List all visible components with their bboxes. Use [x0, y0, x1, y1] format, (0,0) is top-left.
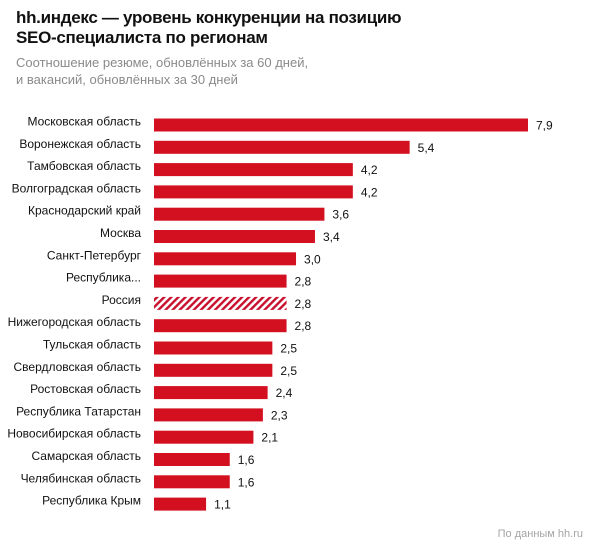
value-label: 2,3	[271, 408, 288, 422]
chart-title-line-1: hh.индекс — уровень конкуренции на позиц…	[16, 8, 402, 27]
bar	[154, 430, 254, 444]
category-label: Челябинская область	[21, 471, 141, 485]
bar	[154, 252, 297, 266]
category-label: Республика Крым	[42, 494, 141, 508]
value-label: 2,8	[295, 319, 312, 333]
bar	[154, 230, 315, 243]
chart-title-line-2: SEO-специалиста по регионам	[16, 28, 268, 47]
value-label: 4,2	[361, 185, 378, 199]
category-label: Россия	[102, 293, 141, 307]
chart-subtitle-line-2: и вакансий, обновлённых за 30 дней	[16, 72, 238, 87]
source-note: По данным hh.ru	[497, 528, 583, 540]
chart-subtitle-line-1: Соотношение резюме, обновлённых за 60 дн…	[16, 55, 309, 70]
bar	[154, 118, 528, 132]
category-label: Новосибирская область	[7, 427, 141, 441]
category-label: Самарская область	[31, 449, 141, 463]
category-label: Республика Татарстан	[16, 404, 141, 418]
bar	[154, 207, 325, 221]
category-label: Воронежская область	[19, 137, 141, 151]
value-label: 3,6	[332, 208, 349, 222]
value-label: 5,4	[418, 141, 435, 155]
value-label: 2,4	[276, 386, 293, 400]
value-label: 1,6	[238, 453, 255, 467]
category-label: Республика...	[66, 271, 141, 285]
bar	[154, 185, 353, 199]
value-label: 3,4	[323, 230, 340, 244]
value-label: 3,0	[304, 252, 321, 266]
category-label: Волгоградская область	[12, 181, 141, 195]
bars-group: Московская область 7,9 Воронежская область…	[7, 115, 553, 512]
value-label: 2,1	[261, 431, 278, 445]
bar-highlight	[154, 296, 287, 310]
bar	[154, 140, 410, 154]
category-label: Краснодарский край	[28, 204, 141, 218]
bar	[154, 363, 273, 377]
category-label: Свердловская область	[14, 360, 141, 374]
chart-title: hh.индекс — уровень конкуренции на позиц…	[16, 8, 576, 48]
bar	[154, 341, 273, 355]
category-label: Ростовская область	[30, 382, 141, 396]
category-label: Москва	[100, 226, 141, 240]
bar	[154, 408, 263, 422]
value-label: 4,2	[361, 163, 378, 177]
bar	[154, 163, 353, 177]
category-label: Нижегородская область	[8, 315, 141, 329]
value-label: 2,5	[280, 364, 297, 378]
bar	[154, 453, 230, 466]
category-label: Московская область	[27, 115, 141, 129]
value-label: 1,1	[214, 498, 231, 512]
value-label: 1,6	[238, 475, 255, 489]
bar	[154, 319, 287, 333]
bar	[154, 497, 207, 511]
value-label: 7,9	[536, 119, 553, 133]
value-label: 2,8	[295, 275, 312, 289]
category-label: Тульская область	[43, 338, 141, 352]
value-label: 2,8	[295, 297, 312, 311]
category-label: Санкт-Петербург	[47, 248, 142, 262]
category-label: Тамбовская область	[27, 159, 141, 173]
bar	[154, 274, 287, 288]
value-label: 2,5	[280, 342, 297, 356]
bar	[154, 386, 268, 400]
bar	[154, 475, 230, 489]
chart-subtitle: Соотношение резюме, обновлённых за 60 дн…	[16, 54, 576, 88]
